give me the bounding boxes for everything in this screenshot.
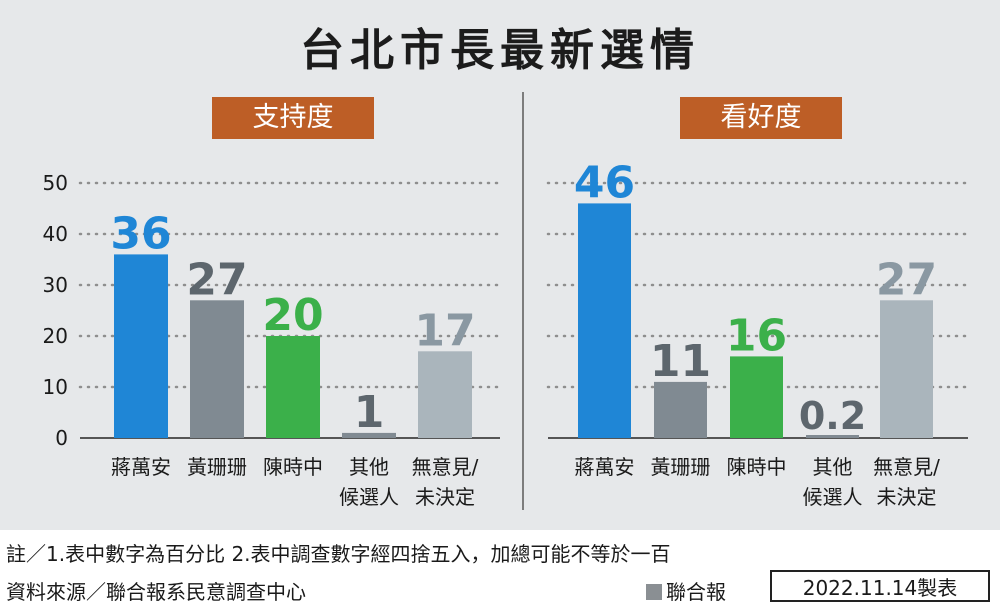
bar bbox=[654, 381, 707, 438]
panel-tag-expectation: 看好度 bbox=[680, 97, 842, 139]
bar bbox=[190, 300, 244, 438]
y-tick-label: 30 bbox=[43, 273, 68, 297]
bar bbox=[266, 336, 320, 438]
chart-area: 台北市長最新選情 支持度 看好度 0 10 20 30 40 50 36 蔣萬安 27 黃珊珊 20… bbox=[0, 0, 1000, 530]
data-source: 資料來源／聯合報系民意調查中心 bbox=[6, 580, 306, 604]
y-tick-label: 40 bbox=[43, 222, 68, 246]
category-label: 蔣萬安 bbox=[575, 455, 635, 479]
y-tick-label: 50 bbox=[43, 171, 68, 195]
data-label: 36 bbox=[110, 208, 171, 259]
category-label: 黃珊珊 bbox=[187, 455, 247, 479]
category-label: 陳時中 bbox=[727, 455, 787, 479]
publisher-swatch bbox=[646, 584, 662, 600]
data-label: 20 bbox=[262, 290, 323, 341]
footnote: 註／1.表中數字為百分比 2.表中調查數字經四捨五入，加總可能不等於一百 bbox=[6, 542, 671, 566]
data-label: 1 bbox=[354, 387, 385, 438]
category-label: 無意見/ bbox=[412, 455, 479, 479]
y-tick-label: 0 bbox=[55, 426, 68, 450]
footer: 註／1.表中數字為百分比 2.表中調查數字經四捨五入，加總可能不等於一百 資料來… bbox=[0, 530, 1000, 608]
data-label: 0.2 bbox=[799, 394, 866, 438]
chart-title: 台北市長最新選情 bbox=[300, 25, 700, 76]
category-label: 蔣萬安 bbox=[111, 455, 171, 479]
data-label: 17 bbox=[414, 305, 475, 356]
category-label: 未決定 bbox=[877, 485, 937, 509]
y-tick-label: 10 bbox=[43, 375, 68, 399]
category-label: 無意見/ bbox=[873, 455, 940, 479]
publisher-name: 聯合報 bbox=[666, 580, 726, 604]
data-label: 11 bbox=[650, 336, 711, 387]
panel-tag-support: 支持度 bbox=[212, 97, 374, 139]
category-label: 候選人 bbox=[803, 485, 863, 509]
bar bbox=[342, 432, 396, 438]
category-label: 其他 bbox=[813, 455, 853, 479]
bar bbox=[730, 356, 783, 438]
data-label: 46 bbox=[574, 157, 635, 208]
category-label: 陳時中 bbox=[263, 455, 323, 479]
date-box: 2022.11.14製表 bbox=[770, 570, 990, 602]
bar bbox=[418, 351, 472, 438]
category-label: 黃珊珊 bbox=[651, 455, 711, 479]
category-label: 其他 bbox=[349, 455, 389, 479]
bar bbox=[578, 203, 631, 438]
data-label: 27 bbox=[876, 254, 937, 305]
category-label: 未決定 bbox=[415, 485, 475, 509]
bar bbox=[114, 254, 168, 438]
publisher: 聯合報 bbox=[646, 576, 726, 605]
bar bbox=[880, 300, 933, 438]
data-label: 27 bbox=[186, 254, 247, 305]
data-label: 16 bbox=[726, 310, 787, 361]
category-label: 候選人 bbox=[339, 485, 399, 509]
bar bbox=[806, 435, 859, 438]
y-tick-label: 20 bbox=[43, 324, 68, 348]
